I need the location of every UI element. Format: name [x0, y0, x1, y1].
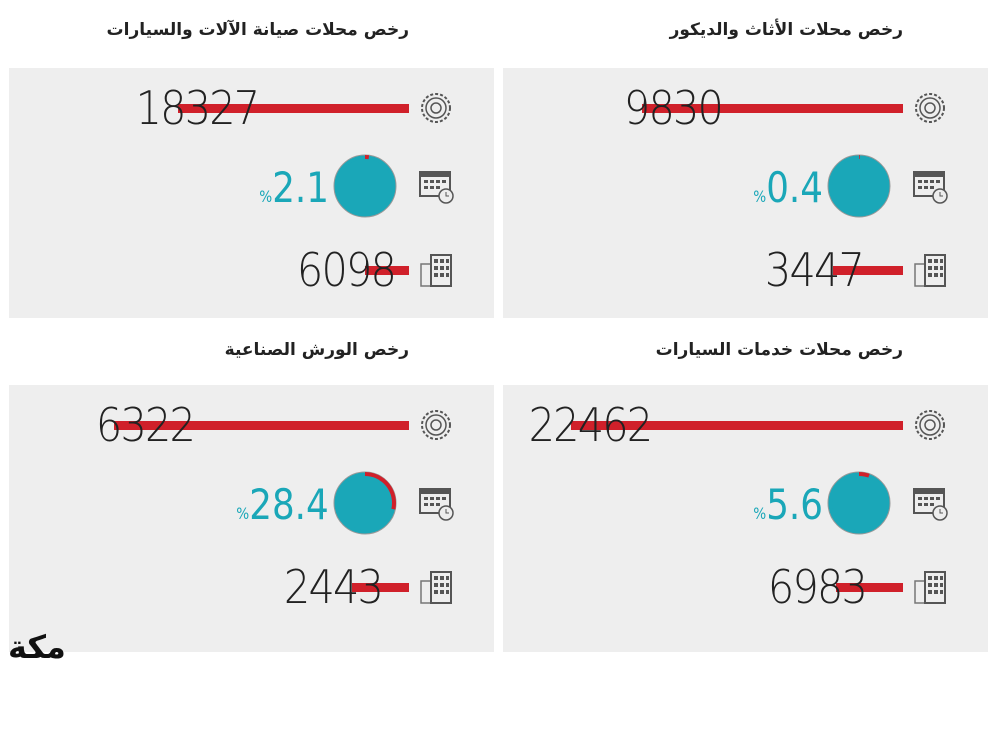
- panel-title: رخص الورش الصناعية: [224, 340, 409, 360]
- panel-title: رخص محلات خدمات السيارات: [655, 340, 903, 360]
- licenses-value: 9830: [623, 81, 724, 135]
- building-icon: [420, 571, 452, 604]
- buildings-value: 2443: [283, 560, 384, 614]
- stats-panel: 22462 %5.6 6983: [503, 385, 988, 652]
- building-icon: [914, 571, 946, 604]
- buildings-value: 6098: [297, 243, 397, 297]
- gear-icon: [421, 93, 451, 123]
- percent-pie: [827, 154, 891, 218]
- calendar-clock-icon: [419, 488, 454, 521]
- panel-title: رخص محلات صيانة الآلات والسيارات: [106, 20, 409, 40]
- percent-pie: [333, 154, 397, 218]
- licenses-value: 22462: [528, 398, 654, 452]
- percent-value: %5.6: [753, 480, 823, 529]
- percent-value: %0.4: [753, 163, 823, 212]
- buildings-bar: [365, 266, 409, 275]
- licenses-row: 22462: [503, 395, 988, 455]
- percent-row: %28.4: [9, 471, 494, 535]
- licenses-bar: [177, 104, 409, 113]
- buildings-row: 6983: [503, 557, 988, 617]
- buildings-value: 6983: [767, 560, 868, 614]
- calendar-clock-icon: [419, 171, 454, 204]
- building-icon: [914, 254, 946, 287]
- stats-panel: 9830 %0.4 3447: [503, 68, 988, 318]
- buildings-row: 3447: [503, 240, 988, 300]
- licenses-value: 6322: [96, 398, 196, 452]
- stats-panel: 18327 %2.1 6098: [9, 68, 494, 318]
- logo: مكة: [8, 628, 66, 666]
- building-icon: [420, 254, 452, 287]
- buildings-value: 3447: [764, 243, 864, 297]
- percent-value: %28.4: [236, 480, 329, 529]
- calendar-clock-icon: [913, 171, 948, 204]
- licenses-bar: [571, 421, 903, 430]
- buildings-row: 6098: [9, 240, 494, 300]
- percent-row: %0.4: [503, 154, 988, 218]
- percent-row: %2.1: [9, 154, 494, 218]
- gear-icon: [915, 410, 945, 440]
- buildings-bar: [352, 583, 409, 592]
- buildings-bar: [832, 266, 903, 275]
- licenses-row: 9830: [503, 78, 988, 138]
- calendar-clock-icon: [913, 488, 948, 521]
- gear-icon: [915, 93, 945, 123]
- panel-title: رخص محلات الأثاث والديكور: [669, 20, 903, 40]
- buildings-bar: [836, 583, 903, 592]
- stats-panel: 6322 %28.4 2443: [9, 385, 494, 652]
- licenses-value: 18327: [135, 81, 260, 135]
- buildings-row: 2443: [9, 557, 494, 617]
- percent-row: %5.6: [503, 471, 988, 535]
- gear-icon: [421, 410, 451, 440]
- licenses-bar: [641, 104, 903, 113]
- licenses-row: 18327: [9, 78, 494, 138]
- percent-value: %2.1: [259, 163, 329, 212]
- percent-pie: [333, 471, 397, 535]
- licenses-bar: [114, 421, 409, 430]
- percent-pie: [827, 471, 891, 535]
- licenses-row: 6322: [9, 395, 494, 455]
